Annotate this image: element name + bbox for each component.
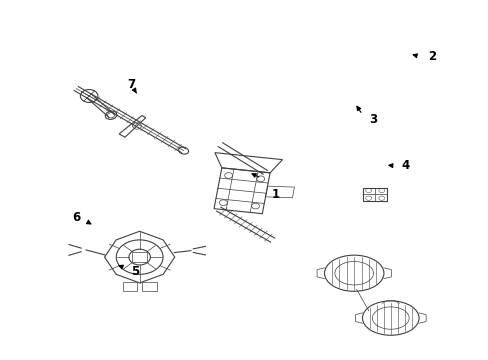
Text: 6: 6	[72, 211, 80, 224]
Bar	[122, 282, 137, 291]
Bar	[132, 252, 147, 262]
Text: 3: 3	[369, 113, 377, 126]
Text: 1: 1	[272, 188, 280, 201]
Text: 5: 5	[130, 265, 139, 278]
Text: 2: 2	[427, 50, 435, 63]
Text: 4: 4	[401, 159, 408, 172]
Bar	[142, 282, 157, 291]
Text: 7: 7	[127, 78, 135, 91]
